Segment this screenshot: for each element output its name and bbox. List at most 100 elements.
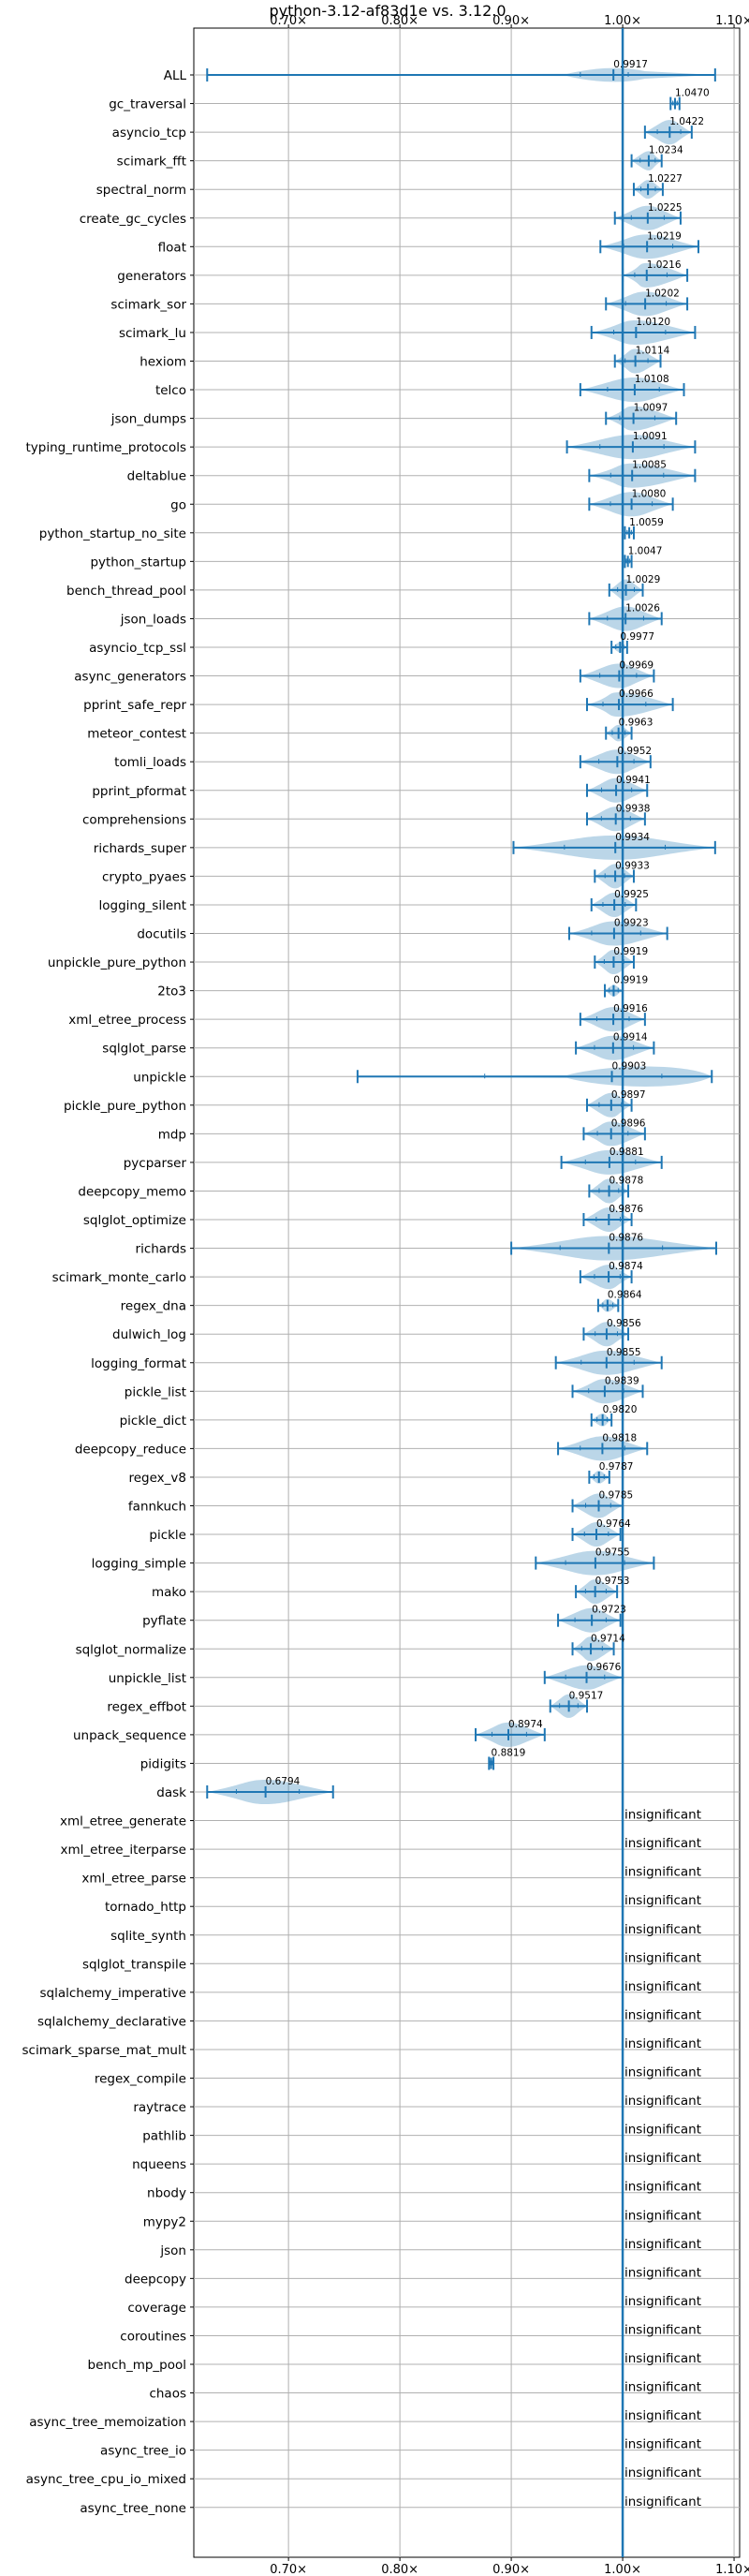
insignificant-label: insignificant — [624, 2495, 701, 2509]
benchmark-label: deepcopy_reduce — [75, 1442, 186, 1457]
benchmark-label: bench_thread_pool — [66, 584, 186, 599]
insignificant-label: insignificant — [624, 1979, 701, 1994]
benchmark-label: gc_traversal — [109, 97, 186, 112]
insignificant-label: insignificant — [624, 2151, 701, 2166]
insignificant-label: insignificant — [624, 2465, 701, 2480]
plot-frame — [193, 27, 741, 2558]
median-value-label: 0.9969 — [619, 660, 654, 672]
benchmark-label: pathlib — [142, 2129, 186, 2144]
benchmark-label: pycparser — [124, 1156, 187, 1171]
benchmark-label: meteor_contest — [87, 727, 186, 742]
insignificant-label: insignificant — [624, 2065, 701, 2080]
benchmark-label: coverage — [127, 2301, 186, 2316]
median-value-label: 1.0225 — [648, 202, 683, 214]
median-value-label: 0.9856 — [607, 1318, 641, 1329]
benchmark-label: async_tree_io — [100, 2444, 186, 2459]
label-layer: ALL 0.9917 gc_traversal 1.0470 asyncio_tcp 1.… — [22, 59, 710, 2516]
median-value-label: 0.9820 — [603, 1404, 638, 1415]
x-tick-label-bottom: 1.10× — [715, 2563, 749, 2576]
median-value-label: 1.0227 — [648, 173, 683, 185]
benchmark-label: coroutines — [120, 2329, 186, 2344]
benchmark-label: pickle_dict — [120, 1414, 186, 1429]
benchmark-label: deltablue — [127, 469, 186, 484]
benchmark-label: telco — [155, 383, 186, 398]
median-value-label: 0.9941 — [616, 775, 651, 786]
insignificant-label: insignificant — [624, 2294, 701, 2309]
x-tick-label-bottom: 0.70× — [270, 2563, 307, 2576]
insignificant-label: insignificant — [624, 2408, 701, 2423]
benchmark-label: pprint_pformat — [92, 784, 186, 799]
median-value-label: 0.9723 — [592, 1605, 626, 1616]
insignificant-label: insignificant — [624, 1893, 701, 1908]
median-value-label: 0.9903 — [612, 1060, 647, 1072]
insignificant-label: insignificant — [624, 2094, 701, 2109]
x-tick-label-bottom: 0.90× — [492, 2563, 530, 2576]
benchmark-label: generators — [117, 269, 186, 284]
benchmark-label: logging_silent — [99, 898, 186, 913]
median-value-label: 1.0202 — [645, 288, 680, 299]
benchmark-label: logging_simple — [92, 1557, 186, 1572]
benchmark-label: pprint_safe_repr — [83, 698, 186, 713]
benchmark-label: dask — [156, 1785, 186, 1800]
median-value-label: 0.9818 — [602, 1432, 637, 1443]
benchmark-label: deepcopy_memo — [78, 1184, 186, 1199]
insignificant-label: insignificant — [624, 2123, 701, 2138]
benchmark-label: comprehensions — [82, 812, 186, 827]
benchmark-label: mako — [152, 1585, 186, 1600]
median-value-label: 0.9977 — [620, 631, 654, 643]
insignificant-label: insignificant — [624, 2180, 701, 2195]
median-value-label: 0.9876 — [609, 1204, 643, 1215]
benchmark-label: fannkuch — [128, 1500, 186, 1515]
median-value-label: 0.8974 — [508, 1719, 543, 1730]
x-tick-label-bottom: 1.00× — [604, 2563, 641, 2576]
insignificant-label: insignificant — [624, 1836, 701, 1851]
benchmark-label: asyncio_tcp_ssl — [89, 641, 186, 656]
insignificant-label: insignificant — [624, 2380, 701, 2395]
median-value-label: 0.9917 — [613, 59, 648, 70]
median-value-label: 0.9676 — [587, 1662, 622, 1673]
insignificant-label: insignificant — [624, 2351, 701, 2366]
axis-layer: 0.70× 0.70× 0.80× 0.80× 0.90× 0.90× 1.00× 1.00×… — [190, 14, 749, 2576]
median-value-label: 0.9934 — [615, 832, 650, 843]
benchmark-label: nbody — [147, 2186, 186, 2201]
benchmark-label: mdp — [158, 1127, 186, 1142]
insignificant-label: insignificant — [624, 2208, 701, 2223]
x-tick-label-top: 1.00× — [604, 14, 641, 28]
benchmark-label: xml_etree_generate — [60, 1814, 186, 1829]
median-value-label: 0.9923 — [614, 918, 649, 929]
benchmark-label: sqlglot_transpile — [82, 1957, 186, 1972]
benchmark-label: regex_dna — [121, 1299, 186, 1314]
benchmark-label: sqlglot_normalize — [76, 1642, 186, 1657]
benchmark-label: regex_v8 — [128, 1471, 186, 1486]
median-value-label: 1.0026 — [625, 602, 660, 614]
benchmark-label: 2to3 — [157, 985, 186, 999]
benchmark-label: deepcopy — [125, 2272, 186, 2287]
median-value-label: 1.0114 — [636, 346, 670, 357]
median-value-label: 0.9916 — [613, 1003, 648, 1014]
median-value-label: 0.9874 — [609, 1261, 643, 1272]
benchmark-label: pickle_list — [125, 1384, 186, 1399]
x-tick-label-top: 1.10× — [715, 14, 749, 28]
median-value-label: 0.9938 — [616, 803, 651, 814]
benchmark-label: dulwich_log — [112, 1327, 186, 1342]
benchmark-label: nqueens — [132, 2157, 186, 2172]
median-value-label: 0.9914 — [613, 1032, 648, 1044]
benchmark-label: regex_effbot — [107, 1699, 186, 1714]
benchmark-label: sqlalchemy_imperative — [40, 1986, 187, 2001]
insignificant-label: insignificant — [624, 2265, 701, 2280]
median-value-label: 0.9855 — [607, 1347, 641, 1358]
median-value-label: 1.0108 — [635, 374, 669, 385]
chart-title: python-3.12-af83d1e vs. 3.12.0 — [269, 2, 506, 20]
median-value-label: 0.9897 — [611, 1089, 646, 1101]
benchmark-label: scimark_sparse_mat_mult — [22, 2043, 186, 2058]
benchmark-label: scimark_fft — [117, 155, 186, 170]
median-value-label: 1.0120 — [636, 317, 670, 328]
insignificant-label: insignificant — [624, 1808, 701, 1823]
median-value-label: 1.0047 — [628, 545, 663, 556]
benchmark-label: sqlglot_optimize — [83, 1213, 186, 1228]
insignificant-label: insignificant — [624, 1950, 701, 1965]
median-value-label: 0.9839 — [605, 1375, 639, 1386]
median-value-label: 1.0029 — [626, 574, 661, 585]
benchmark-label: go — [170, 497, 186, 512]
